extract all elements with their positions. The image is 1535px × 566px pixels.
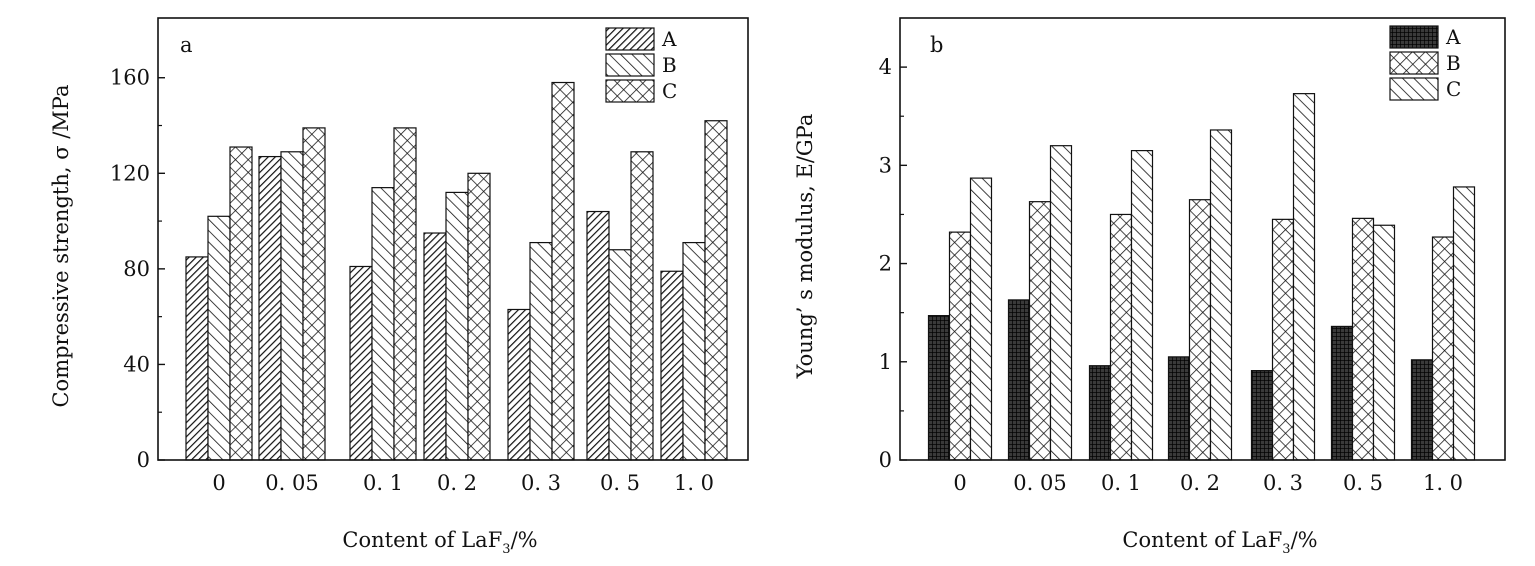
panel-a-bar-A-0.05 [258,155,282,461]
panel-b-x-axis-label: Content of LaF3/% [1122,528,1317,557]
panel-a-x-axis-label-tail: /% [511,528,538,552]
panel-a-legend-swatch-B [605,53,655,77]
panel-a-x-tick-label: 0 [212,471,225,495]
panel-b-x-tick-label: 0. 3 [1263,471,1303,495]
panel-b-x-tick-label: 0. 2 [1180,471,1220,495]
panel-b-bar-A-0.05 [1007,299,1031,461]
panel-a-y-tick-label: 40 [123,352,150,376]
panel-a-bar-C-0.1 [393,127,417,461]
panel-b-bar-C-0.5 [1372,224,1396,461]
panel-b-bar-B-1.0 [1431,236,1455,461]
panel-a-y-tick-label: 120 [110,161,150,185]
panel-b-bar-B-0.3 [1271,218,1295,461]
panel-a-x-axis-label-sub: 3 [502,542,510,557]
panel-a-bar-C-0.5 [630,151,654,461]
panel-a-bar-B-0 [207,215,231,461]
panel-a-x-tick-label: 0. 1 [363,471,403,495]
panel-b-y-tick-label: 3 [879,153,892,177]
panel-b-x-tick-label: 1. 0 [1423,471,1463,495]
panel-a-bar-B-1.0 [682,241,706,461]
panel-b-bar-A-0.3 [1250,370,1274,461]
panel-b-x-tick-label: 0 [953,471,966,495]
panel-a-bar-C-1.0 [704,120,728,461]
panel-a-legend-swatch-C [605,79,655,103]
panel-b: b 0 1 2 3 4 0 0. 05 0. 1 0. 2 0. 3 0. 5 1. 0 ABC Yo… [793,17,1506,557]
panel-a-bar-B-0.5 [608,249,632,461]
panel-b-legend: ABC [1389,25,1461,101]
panel-b-y-tick-label: 4 [879,55,892,79]
panel-a-axes-frame [157,17,749,461]
panel-a-label: a [180,33,193,57]
panel-a-x-tick-label: 0. 2 [437,471,477,495]
panel-a-bar-A-0.1 [349,265,373,461]
panel-a-x-axis-label: Content of LaF3/% [342,528,537,557]
panel-b-y-tick-label: 2 [879,252,892,276]
panel-a-bar-A-0 [185,256,209,461]
panel-a-x-tick-label: 0. 05 [265,471,318,495]
panel-b-bar-C-0.3 [1292,93,1316,461]
panel-a-bar-C-0.2 [467,172,491,461]
panel-b-bar-B-0.1 [1109,213,1133,461]
panel-a-bar-B-0.05 [280,151,304,461]
panel-b-bar-B-0.5 [1351,217,1375,461]
panel-b-y-axis-label: Young’ s modulus, E/GPa [793,114,817,380]
panel-b-bar-A-0.1 [1088,365,1112,461]
panel-b-legend-label-C: C [1446,77,1461,101]
panel-b-bar-C-0.1 [1130,150,1154,461]
panel-b-bar-C-0 [969,177,993,461]
panel-b-bar-A-1.0 [1410,359,1434,461]
panel-a-bar-A-0.2 [423,232,447,461]
panel-b-bar-B-0.05 [1028,201,1052,461]
panel-b-y-tick-label: 1 [879,350,892,374]
panel-b-y-tick-label: 0 [879,448,892,472]
panel-b-bar-B-0 [948,231,972,461]
panel-b-bar-C-0.05 [1049,145,1073,461]
panel-a-legend-label-C: C [662,79,677,103]
panel-a-bar-C-0.3 [551,81,575,461]
panel-b-x-axis-label-main: Content of LaF [1122,528,1282,552]
panel-a-x-tick-label: 0. 3 [521,471,561,495]
panel-a-bar-B-0.1 [371,187,395,461]
panel-b-x-tick-label: 0. 1 [1101,471,1141,495]
panel-b-bar-C-0.2 [1209,129,1233,461]
panel-a-bar-C-0.05 [302,127,326,461]
panel-b-legend-label-B: B [1446,51,1461,75]
panel-b-x-tick-label: 0. 05 [1013,471,1066,495]
panel-b-bar-A-0.2 [1167,356,1191,461]
panel-b-axes-frame [899,17,1506,461]
panel-a-y-tick-label: 160 [110,66,150,90]
panel-b-legend-swatch-A [1389,25,1439,49]
panel-a-x-axis-label-main: Content of LaF [342,528,502,552]
panel-a-y-tick-label: 0 [137,448,150,472]
panel-b-legend-swatch-C [1389,77,1439,101]
panel-b-bar-B-0.2 [1188,199,1212,461]
panel-a-bar-B-0.2 [445,191,469,461]
panel-a-legend-swatch-A [605,27,655,51]
panel-a-bar-A-0.3 [507,308,531,461]
panel-a-x-tick-label: 0. 5 [600,471,640,495]
panel-a-bar-A-0.5 [586,210,610,461]
panel-a-x-tick-label: 1. 0 [674,471,714,495]
panel-a-legend-label-B: B [662,53,677,77]
panel-b-bar-A-0.5 [1330,325,1354,461]
panel-b-x-axis-label-tail: /% [1291,528,1318,552]
panel-b-label: b [930,33,943,57]
panel-b-bar-A-0 [927,315,951,461]
panel-a-legend: ABC [605,27,677,103]
panel-a-bar-C-0 [229,146,253,461]
panel-a-bar-B-0.3 [529,241,553,461]
panel-a-y-axis-label: Compressive strength, σ /MPa [49,84,73,407]
panel-a-bar-A-1.0 [660,270,684,461]
panel-b-legend-swatch-B [1389,51,1439,75]
panel-b-x-tick-label: 0. 5 [1343,471,1383,495]
panel-b-bar-C-1.0 [1452,186,1476,461]
panel-b-legend-label-A: A [1445,25,1461,49]
panel-b-x-axis-label-sub: 3 [1282,542,1290,557]
panel-a-legend-label-A: A [661,27,677,51]
panel-a-y-tick-label: 80 [123,257,150,281]
